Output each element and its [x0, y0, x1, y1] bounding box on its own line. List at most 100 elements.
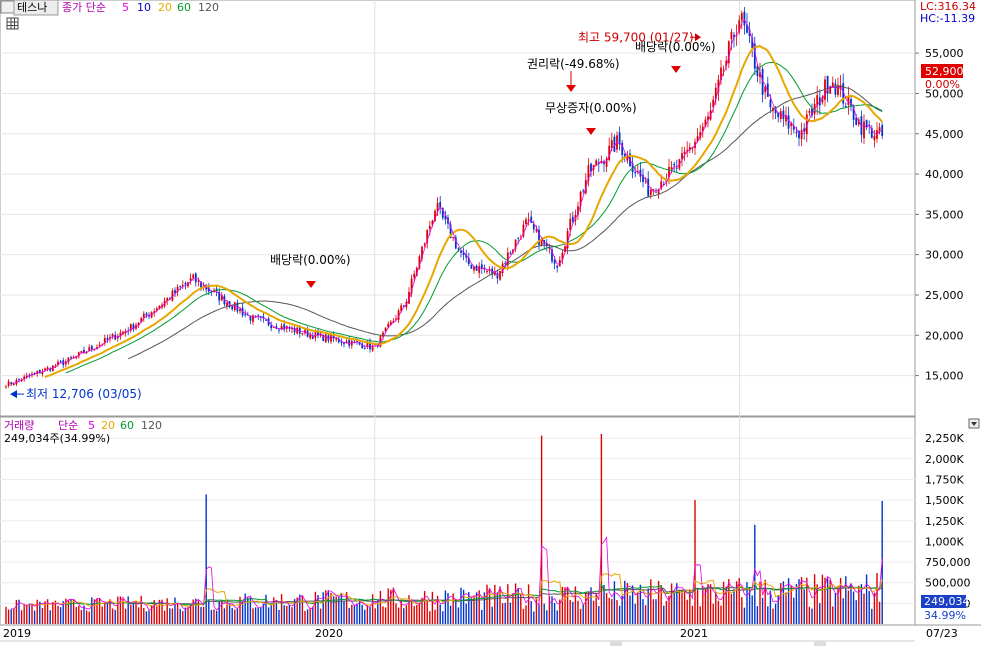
- candle-body: [83, 349, 85, 354]
- candle-body: [795, 131, 798, 133]
- candle-body: [215, 288, 218, 292]
- candle-body: [569, 218, 572, 231]
- candle-body: [579, 191, 582, 206]
- vol-legend-ma60: 60: [120, 419, 134, 432]
- candle-body: [408, 291, 410, 304]
- candle-body: [51, 365, 54, 372]
- candle-body: [790, 122, 793, 127]
- candle-body: [189, 278, 192, 281]
- scroll-thumb-left[interactable]: [610, 641, 622, 646]
- candle-body: [348, 339, 351, 346]
- candle-body: [77, 352, 80, 357]
- candle-body: [673, 163, 676, 166]
- candle-body: [291, 327, 293, 330]
- candle-body: [779, 111, 782, 119]
- candle-body: [496, 273, 499, 279]
- candle-body: [870, 128, 873, 139]
- candle-body: [509, 252, 512, 254]
- candle-body: [740, 13, 743, 21]
- candle-body: [478, 266, 481, 273]
- candle-body: [613, 136, 616, 152]
- candle-body: [231, 306, 234, 310]
- candle-body: [49, 368, 52, 371]
- candle-body: [735, 35, 738, 37]
- scroll-thumb-right[interactable]: [814, 641, 826, 646]
- bonus-label: 무상증자(0.00%): [545, 101, 637, 115]
- candle-body: [301, 333, 304, 335]
- candle-body: [665, 180, 668, 182]
- candle-body: [395, 318, 397, 320]
- candle-body: [761, 68, 764, 95]
- candle-body: [54, 365, 57, 367]
- collapse-icon[interactable]: [968, 418, 980, 429]
- candle-body: [353, 341, 356, 343]
- candle-body: [582, 190, 585, 192]
- table-icon[interactable]: [6, 17, 19, 30]
- legend-ma60: 60: [177, 1, 191, 14]
- candle-body: [808, 110, 811, 113]
- volume-tick-label: 2,250K: [925, 432, 964, 445]
- candle-body: [343, 343, 345, 345]
- candle-body: [681, 153, 683, 160]
- candle-body: [777, 112, 780, 118]
- current-volume: 249,034: [924, 595, 970, 608]
- candle-body: [340, 341, 343, 343]
- volume-tick-label: 2,000K: [925, 453, 964, 466]
- candle-body: [369, 341, 371, 350]
- candle-body: [415, 267, 418, 276]
- candle-body: [207, 287, 210, 292]
- candle-body: [181, 285, 184, 287]
- candle-body: [283, 324, 286, 330]
- candle-body: [465, 254, 468, 258]
- candle-body: [787, 115, 790, 129]
- candle-body: [486, 271, 488, 273]
- candle-body: [309, 334, 312, 339]
- legend-ma20: 20: [158, 1, 172, 14]
- candle-body: [530, 216, 533, 223]
- candle-body: [158, 305, 161, 309]
- candle-body: [371, 345, 374, 351]
- candle-body: [426, 230, 429, 243]
- candle-body: [148, 315, 150, 317]
- vol-ma-20-line: [24, 573, 883, 608]
- ma-20-line: [44, 45, 883, 379]
- candle-body: [272, 326, 275, 328]
- candle-body: [623, 153, 626, 158]
- title-tab[interactable]: 테스나: [0, 0, 59, 16]
- candle-body: [236, 302, 239, 312]
- candle-body: [200, 281, 202, 288]
- candle-body: [304, 329, 306, 334]
- candle-body: [265, 319, 267, 321]
- candle-body: [12, 383, 15, 385]
- candle-body: [725, 60, 728, 67]
- candle-body: [636, 170, 639, 172]
- candle-body: [322, 334, 325, 341]
- candle-body: [517, 237, 520, 239]
- candle-body: [720, 67, 722, 80]
- candle-body: [460, 250, 462, 253]
- candle-body: [668, 166, 670, 178]
- candle-body: [764, 86, 767, 93]
- candle-body: [753, 43, 756, 69]
- candle-body: [504, 263, 507, 265]
- candle-body: [80, 350, 83, 354]
- candle-body: [428, 225, 431, 230]
- candle-body: [608, 145, 611, 161]
- candle-body: [626, 155, 629, 161]
- candle-body: [106, 338, 109, 340]
- candle-body: [506, 252, 509, 266]
- candle-body: [803, 128, 806, 132]
- candle-body: [421, 246, 423, 259]
- x-tick-2019: 2019: [3, 627, 31, 640]
- candle-body: [306, 328, 309, 337]
- price-tick-label: 40,000: [925, 168, 964, 181]
- candle-body: [155, 308, 158, 311]
- price-tick-label: 35,000: [925, 208, 964, 221]
- high-annotation: 최고 59,700 (01/27): [578, 30, 694, 44]
- candle-body: [324, 334, 327, 343]
- vol-ma-5-line: [11, 536, 883, 611]
- candle-body: [696, 136, 699, 142]
- candle-body: [98, 344, 101, 347]
- candle-body: [766, 83, 769, 97]
